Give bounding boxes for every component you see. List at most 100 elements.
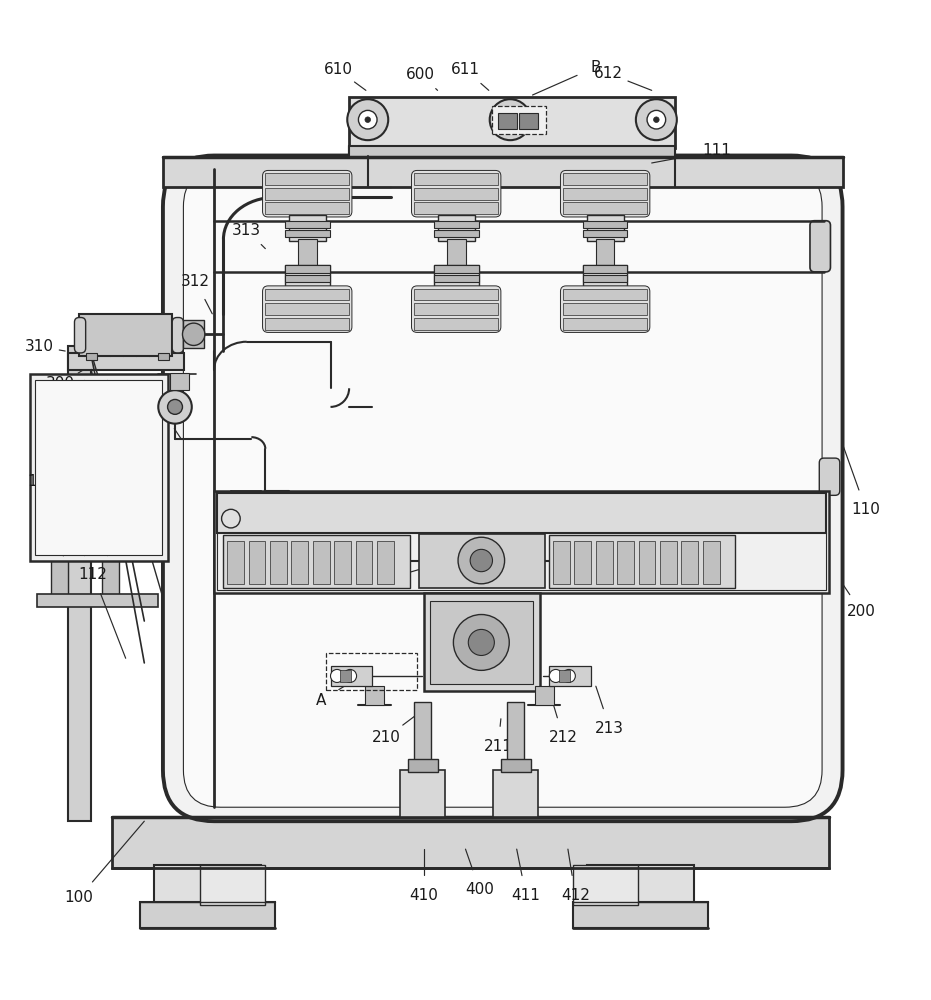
Circle shape <box>158 390 192 424</box>
Text: 114: 114 <box>148 404 178 419</box>
Text: 600: 600 <box>406 67 436 82</box>
Bar <box>535 686 554 705</box>
Circle shape <box>490 99 531 140</box>
Bar <box>154 865 261 905</box>
FancyBboxPatch shape <box>263 170 352 217</box>
Bar <box>501 759 531 772</box>
Text: B: B <box>590 60 601 75</box>
Bar <box>102 557 119 598</box>
Text: 111: 111 <box>702 143 732 158</box>
Text: 112: 112 <box>78 567 108 582</box>
Bar <box>313 541 330 584</box>
FancyBboxPatch shape <box>263 286 352 332</box>
Text: 214: 214 <box>371 572 401 587</box>
Bar <box>596 239 614 267</box>
Text: 100: 100 <box>64 890 94 905</box>
Bar <box>37 594 158 607</box>
Circle shape <box>654 117 659 122</box>
Circle shape <box>344 669 357 682</box>
Bar <box>498 113 517 129</box>
Text: 410: 410 <box>409 888 439 903</box>
Text: 312: 312 <box>181 274 210 289</box>
Bar <box>563 173 647 185</box>
Circle shape <box>507 117 513 122</box>
Circle shape <box>168 399 182 414</box>
Bar <box>408 759 438 772</box>
Text: 400: 400 <box>465 882 494 897</box>
Bar <box>223 535 410 588</box>
Bar <box>414 188 498 200</box>
Text: 610: 610 <box>323 62 353 77</box>
Bar <box>519 113 538 129</box>
FancyBboxPatch shape <box>74 318 86 353</box>
Circle shape <box>331 669 344 682</box>
Circle shape <box>365 117 371 122</box>
FancyBboxPatch shape <box>412 170 501 217</box>
Bar <box>587 865 694 905</box>
FancyBboxPatch shape <box>183 169 822 807</box>
FancyBboxPatch shape <box>560 170 650 217</box>
Bar <box>703 541 720 584</box>
Circle shape <box>562 669 575 682</box>
Bar <box>265 202 349 214</box>
Text: 611: 611 <box>451 62 480 77</box>
Bar <box>434 275 479 282</box>
Bar <box>170 373 189 390</box>
Text: 215: 215 <box>572 553 601 568</box>
Circle shape <box>222 509 240 528</box>
Bar <box>79 314 172 356</box>
Circle shape <box>347 99 388 140</box>
Bar <box>368 159 391 187</box>
Circle shape <box>358 110 377 129</box>
Bar <box>265 318 349 330</box>
Bar <box>414 202 498 214</box>
Bar <box>331 666 372 686</box>
Bar <box>434 265 479 286</box>
Bar <box>493 770 538 817</box>
Bar <box>573 865 638 905</box>
Bar <box>340 670 351 682</box>
Bar <box>265 289 349 300</box>
Bar <box>583 221 627 228</box>
Bar <box>583 275 627 282</box>
Bar <box>217 493 826 533</box>
Text: 310: 310 <box>24 339 54 354</box>
Bar <box>285 221 330 228</box>
Bar <box>438 215 475 241</box>
FancyBboxPatch shape <box>819 458 840 495</box>
Circle shape <box>458 537 505 584</box>
Bar <box>553 541 570 584</box>
Text: 411: 411 <box>511 888 541 903</box>
Circle shape <box>468 629 494 655</box>
Bar <box>414 173 498 185</box>
Bar <box>265 188 349 200</box>
Bar <box>563 289 647 300</box>
Bar <box>200 865 265 905</box>
Bar <box>596 541 613 584</box>
Bar <box>587 215 624 241</box>
Bar <box>583 265 627 273</box>
Bar <box>377 541 394 584</box>
Bar <box>549 666 591 686</box>
Bar <box>183 320 204 348</box>
Bar <box>660 541 677 584</box>
Bar <box>681 541 698 584</box>
Bar <box>270 541 287 584</box>
Bar <box>265 173 349 185</box>
Bar <box>249 541 265 584</box>
Text: 311: 311 <box>111 325 141 340</box>
Bar <box>447 239 466 267</box>
Bar <box>158 353 169 360</box>
Bar <box>285 275 330 282</box>
Bar <box>573 902 708 928</box>
Bar <box>559 670 570 682</box>
Circle shape <box>470 549 492 572</box>
Bar <box>507 702 524 763</box>
Text: 612: 612 <box>594 66 624 81</box>
Text: 300: 300 <box>46 376 75 391</box>
Bar <box>563 202 647 214</box>
Circle shape <box>549 669 562 682</box>
Bar <box>349 97 675 148</box>
Bar <box>214 491 829 593</box>
Bar <box>563 318 647 330</box>
